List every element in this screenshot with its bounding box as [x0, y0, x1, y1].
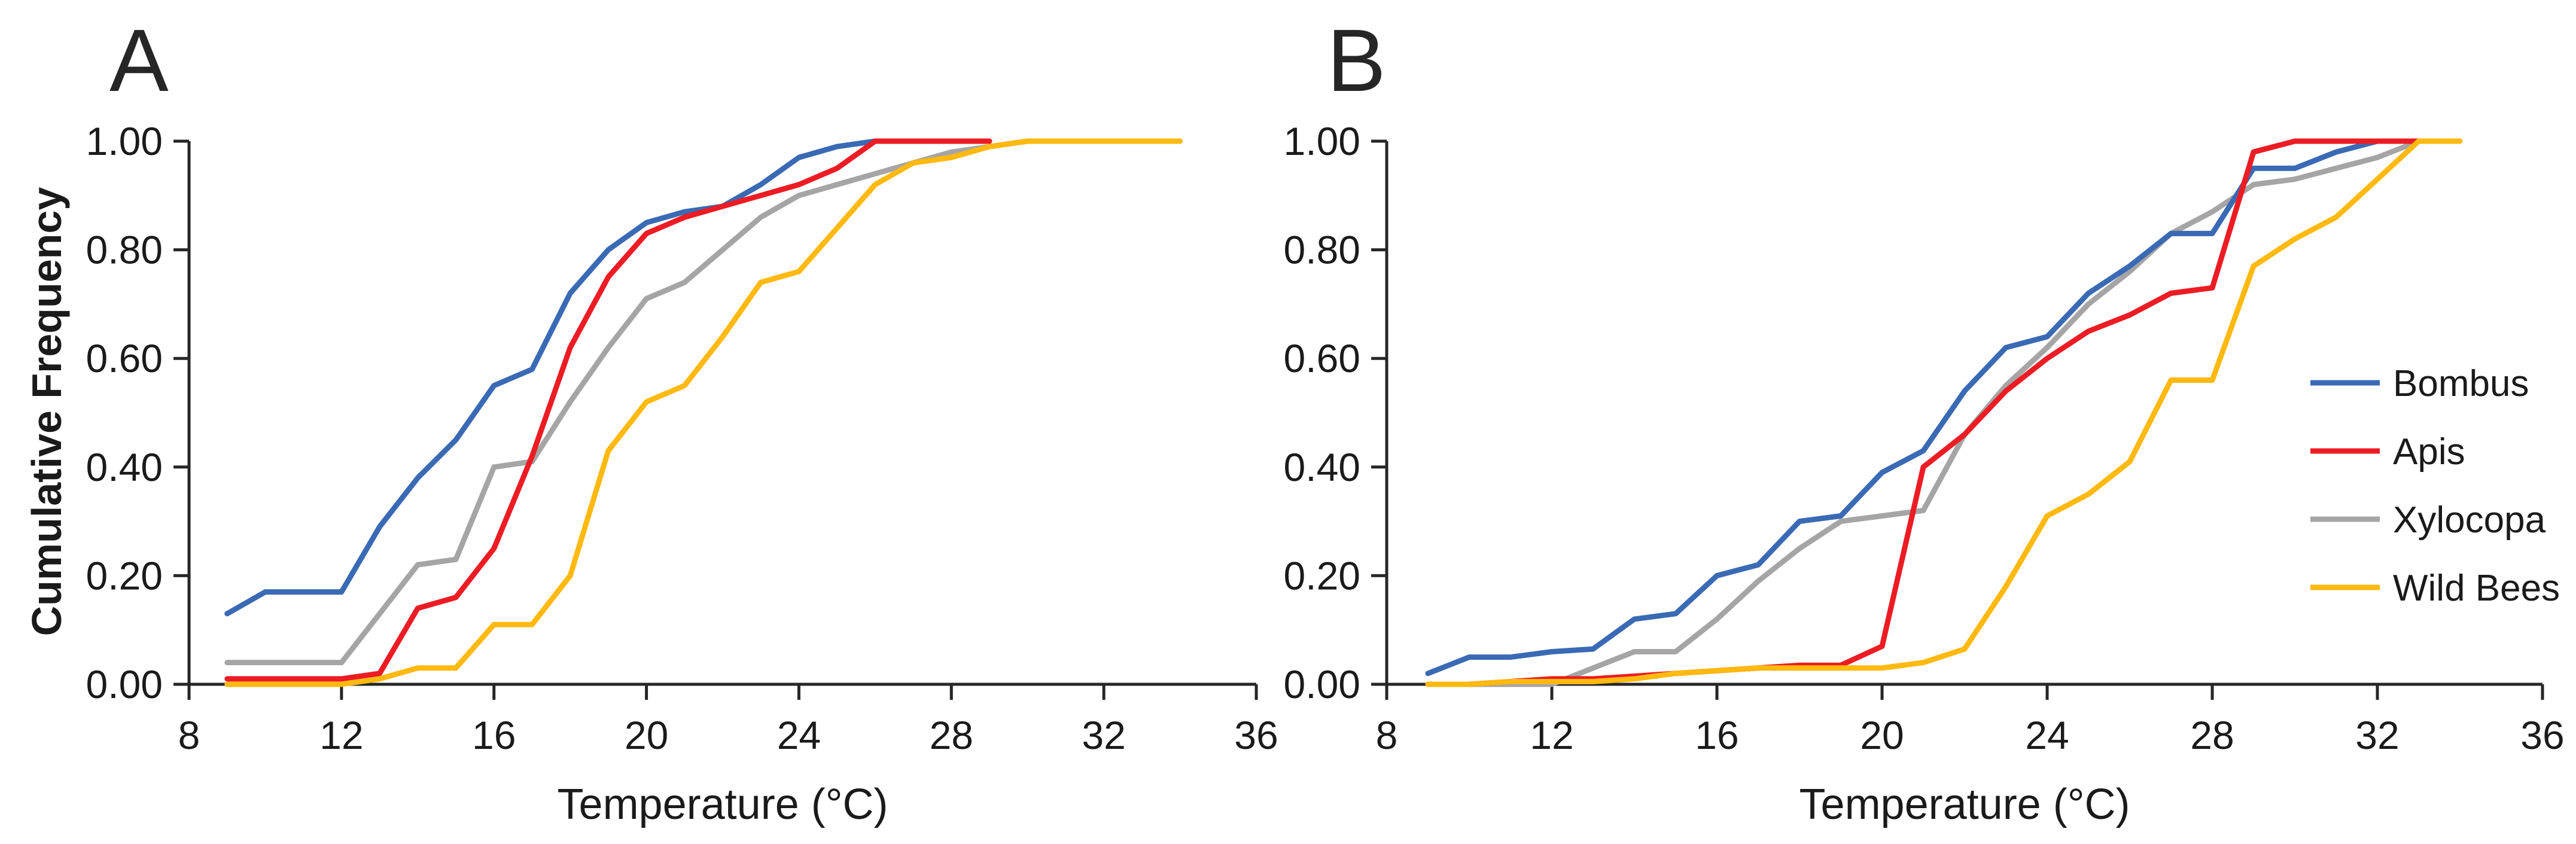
panel-b-y-tick-label: 0.00 — [1284, 662, 1360, 706]
series-line-wild-bees-panel-b — [1425, 138, 2463, 687]
panel-b-x-tick-label: 8 — [1376, 713, 1398, 757]
panel-b-x-tick-label: 36 — [2520, 713, 2564, 757]
panel-a-x-tick-label: 8 — [178, 713, 200, 757]
panel-a-label: A — [109, 11, 169, 110]
panel-a-y-tick-label: 1.00 — [86, 119, 163, 163]
series-line-bombus-panel-b — [1425, 138, 2422, 677]
panel-a-x-tick-label: 28 — [930, 713, 973, 757]
panel-a-x-tick-label: 20 — [625, 713, 668, 757]
series-line-xylocopa-panel-b — [1425, 138, 2422, 687]
panel-a-y-tick-label: 0.60 — [86, 336, 163, 380]
panel-a-x-tick-label: 12 — [319, 713, 363, 757]
series-line-bombus-panel-a — [224, 138, 878, 617]
series-line-apis-panel-a — [224, 138, 992, 682]
chart-legend: Bombus Apis Xylocopa Wild Bees — [2310, 363, 2560, 609]
series-line-wild-bees-panel-a — [224, 138, 1183, 687]
panel-a-y-tick-label: 0.20 — [86, 553, 163, 598]
series-line-apis-panel-b — [1425, 138, 2422, 687]
panel-a-x-tick-label: 16 — [472, 713, 516, 757]
x-axis-title-panel-b: Temperature (°C) — [1799, 781, 2130, 828]
legend-label-apis: Apis — [2393, 431, 2465, 473]
panel-a-plot: 8 12 16 20 24 28 32 36 0.00 0.20 0.40 0.60 0.80 1.00 — [86, 119, 1278, 757]
panel-a-y-tick-label: 0.80 — [86, 228, 163, 272]
panel-b-x-tick-label: 16 — [1695, 713, 1738, 757]
panel-a-y-tick-label: 0.40 — [86, 445, 163, 489]
panel-b-x-tick-label: 12 — [1530, 713, 1573, 757]
y-axis-title: Cumulative Frequency — [23, 187, 70, 636]
series-line-xylocopa-panel-a — [224, 138, 1031, 666]
panel-a-x-tick-label: 24 — [777, 713, 821, 757]
legend-label-bombus: Bombus — [2393, 363, 2529, 404]
legend-label-xylocopa: Xylocopa — [2393, 499, 2546, 541]
panel-b-plot: 8 12 16 20 24 28 32 36 0.00 0.20 0.40 0.60 0.80 1.00 — [1284, 119, 2565, 757]
panel-a-x-tick-label: 36 — [1234, 713, 1278, 757]
panel-b-x-tick-label: 32 — [2355, 713, 2399, 757]
legend-label-wild-bees: Wild Bees — [2393, 568, 2560, 609]
panel-b-y-tick-label: 0.60 — [1284, 336, 1360, 380]
panel-b-x-tick-label: 28 — [2190, 713, 2234, 757]
panel-b-x-tick-label: 20 — [1860, 713, 1904, 757]
x-axis-title-panel-a: Temperature (°C) — [557, 781, 888, 828]
panel-b-y-tick-label: 1.00 — [1284, 119, 1360, 163]
panel-b-label: B — [1327, 11, 1386, 110]
panel-b-y-tick-label: 0.20 — [1284, 553, 1360, 598]
panel-b-y-tick-label: 0.80 — [1284, 228, 1360, 272]
panel-a-y-tick-label: 0.00 — [86, 662, 163, 706]
panel-b-y-tick-label: 0.40 — [1284, 445, 1360, 489]
panel-a-x-tick-label: 32 — [1082, 713, 1125, 757]
panel-b-x-tick-label: 24 — [2025, 713, 2069, 757]
